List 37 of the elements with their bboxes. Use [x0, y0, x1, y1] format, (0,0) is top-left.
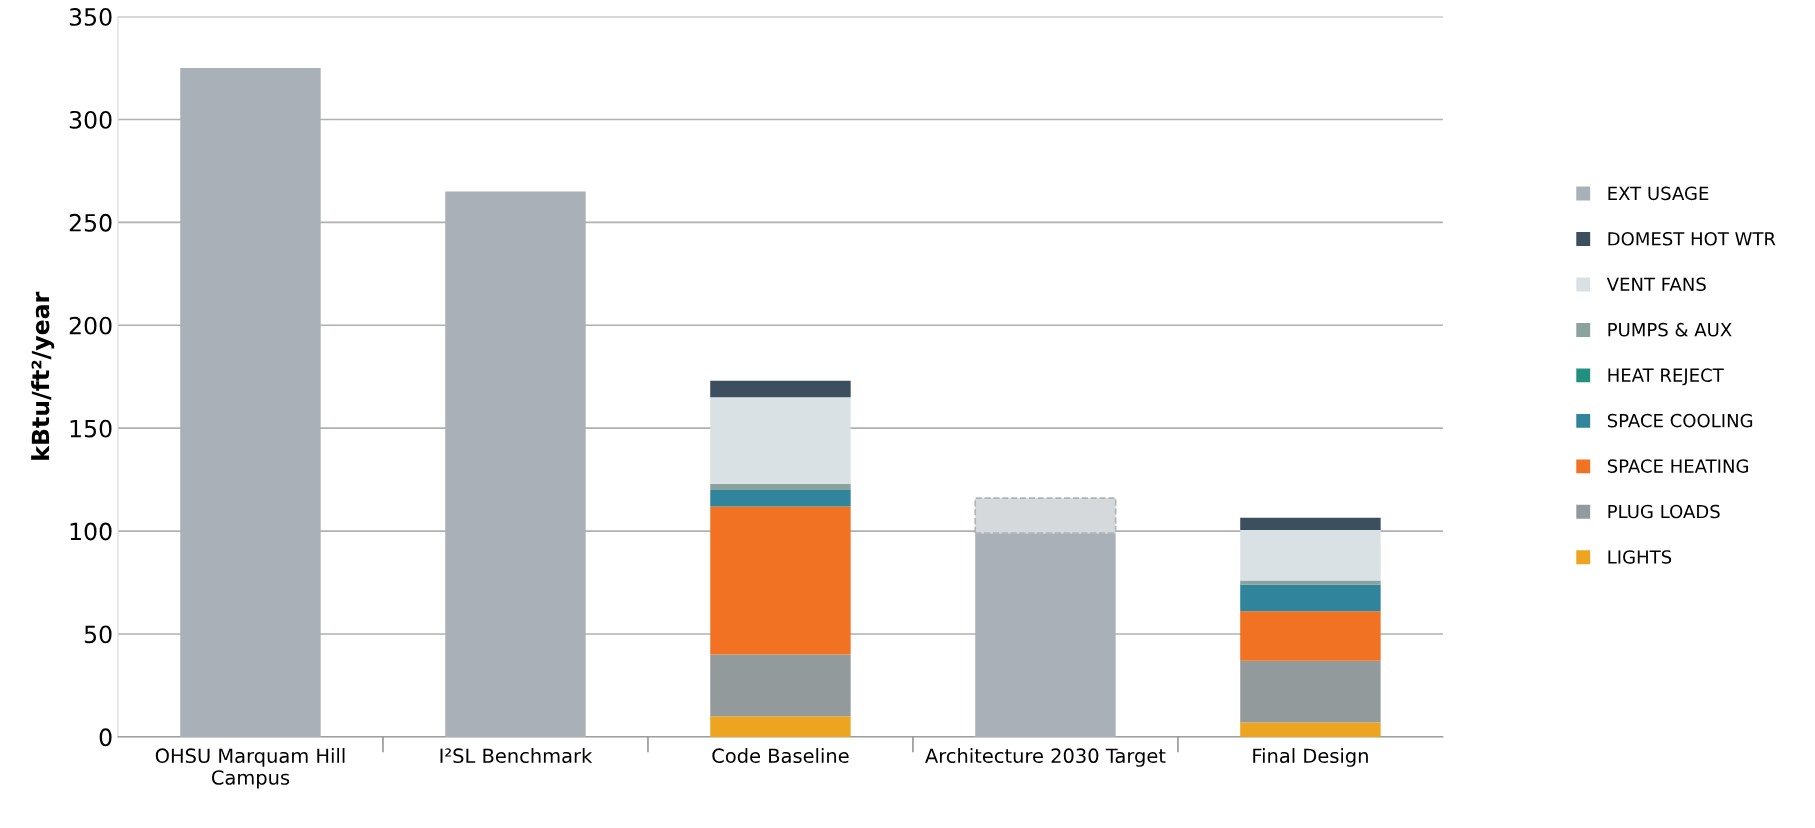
legend-label: DOMEST HOT WTR [1608, 231, 1776, 246]
legend-label: LIGHTS [1608, 550, 1672, 564]
bar [710, 397, 851, 484]
bar [1240, 722, 1381, 737]
y-tick-label: 350 [69, 8, 112, 26]
bar [1240, 660, 1381, 723]
bar [1240, 611, 1381, 661]
legend-label: PLUG LOADS [1608, 504, 1720, 519]
bar [1240, 580, 1381, 585]
bar [1240, 584, 1381, 612]
legend-label: SPACE COOLING [1607, 413, 1753, 428]
y-tick-label: 50 [84, 625, 112, 644]
y-tick-label: 200 [69, 316, 112, 335]
bar [710, 716, 851, 737]
legend-label: EXT USAGE [1608, 186, 1709, 201]
legend-label: SPACE HEATING [1607, 459, 1748, 473]
x-tick-label: Code Baseline [712, 748, 849, 764]
bar [1240, 530, 1381, 581]
x-tick-label: Architecture 2030 Target [925, 748, 1166, 767]
bar [710, 506, 851, 655]
bar [1240, 517, 1381, 531]
bar [710, 489, 851, 507]
y-tick-label: 150 [70, 419, 112, 438]
bar [710, 380, 851, 398]
y-axis-title: kBtu/ft²/year [31, 291, 55, 460]
legend-label: PUMPS & AUX [1608, 322, 1732, 337]
bar [710, 654, 851, 717]
x-tick-label: OHSU Marquam Hill Campus [155, 748, 345, 789]
bar [710, 483, 851, 490]
y-tick-label: 100 [70, 522, 112, 541]
legend-label: HEAT REJECT [1608, 368, 1724, 386]
x-tick-label: I²SL Benchmark [440, 748, 593, 764]
y-tick-label: 0 [99, 728, 112, 747]
y-tick-label: 300 [69, 110, 112, 129]
x-tick-label: Final Design [1253, 748, 1368, 767]
legend-label: VENT FANS [1606, 277, 1706, 292]
y-tick-label: 250 [69, 213, 112, 232]
